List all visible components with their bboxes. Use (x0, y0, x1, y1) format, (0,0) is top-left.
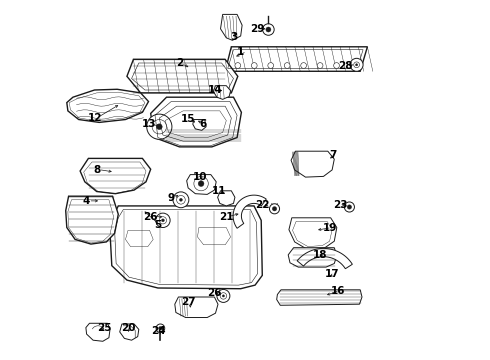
Polygon shape (289, 218, 337, 249)
Circle shape (251, 63, 257, 68)
Text: 3: 3 (230, 32, 237, 42)
Circle shape (263, 24, 274, 35)
Circle shape (334, 63, 340, 68)
Polygon shape (288, 248, 337, 267)
Circle shape (350, 63, 356, 68)
Text: 28: 28 (338, 61, 352, 71)
Polygon shape (225, 47, 368, 71)
Polygon shape (187, 175, 216, 194)
Circle shape (235, 63, 241, 68)
Polygon shape (175, 297, 218, 318)
Text: 6: 6 (199, 119, 206, 129)
Text: 21: 21 (219, 212, 234, 222)
Circle shape (350, 58, 363, 71)
Circle shape (198, 181, 204, 186)
Polygon shape (66, 196, 118, 244)
Circle shape (220, 293, 227, 299)
Circle shape (272, 207, 277, 211)
Text: 23: 23 (334, 200, 348, 210)
Polygon shape (67, 89, 148, 122)
Polygon shape (220, 14, 242, 40)
Polygon shape (86, 323, 110, 341)
Circle shape (317, 63, 323, 68)
Text: 11: 11 (212, 186, 226, 196)
Text: 26: 26 (207, 288, 222, 298)
Polygon shape (277, 290, 362, 305)
Circle shape (162, 219, 164, 222)
Text: 27: 27 (181, 297, 196, 307)
Text: 9: 9 (168, 193, 175, 203)
Circle shape (152, 120, 167, 134)
Polygon shape (291, 151, 334, 177)
Polygon shape (213, 86, 231, 99)
Text: 8: 8 (93, 165, 100, 175)
Circle shape (147, 114, 172, 139)
Circle shape (156, 124, 162, 130)
Circle shape (301, 63, 307, 68)
Circle shape (156, 213, 170, 228)
Circle shape (194, 176, 208, 191)
Circle shape (347, 205, 351, 209)
Circle shape (217, 289, 230, 302)
Text: 5: 5 (154, 220, 162, 230)
Circle shape (156, 324, 165, 333)
Circle shape (354, 62, 360, 68)
Circle shape (176, 195, 185, 204)
Text: 7: 7 (329, 150, 336, 160)
Circle shape (344, 202, 354, 212)
Circle shape (222, 295, 224, 297)
Circle shape (266, 27, 271, 32)
Text: 20: 20 (121, 323, 136, 333)
Polygon shape (127, 59, 238, 93)
Polygon shape (110, 206, 262, 289)
Polygon shape (120, 324, 139, 340)
Text: 22: 22 (255, 200, 270, 210)
Text: 18: 18 (313, 249, 327, 260)
Polygon shape (297, 248, 352, 269)
Polygon shape (80, 158, 151, 194)
Circle shape (268, 63, 273, 68)
Polygon shape (233, 195, 266, 228)
Text: 14: 14 (208, 85, 223, 95)
Text: 19: 19 (323, 222, 337, 233)
Circle shape (179, 198, 182, 201)
Text: 15: 15 (181, 114, 196, 124)
Text: 1: 1 (237, 47, 245, 57)
Text: 16: 16 (331, 285, 345, 296)
Text: 4: 4 (83, 195, 90, 206)
Text: 13: 13 (142, 119, 156, 129)
Text: 25: 25 (98, 323, 112, 333)
Circle shape (159, 217, 167, 224)
Circle shape (284, 63, 290, 68)
Text: 24: 24 (151, 326, 166, 336)
Text: 10: 10 (193, 172, 207, 182)
Circle shape (270, 204, 280, 214)
Text: 29: 29 (250, 24, 264, 34)
Polygon shape (151, 97, 242, 147)
Polygon shape (193, 120, 206, 130)
Text: 17: 17 (325, 269, 340, 279)
Circle shape (173, 192, 189, 208)
Text: 2: 2 (176, 58, 183, 68)
Text: 26: 26 (143, 212, 157, 222)
Polygon shape (218, 191, 235, 206)
Text: 12: 12 (88, 113, 102, 123)
Circle shape (159, 327, 162, 330)
Circle shape (356, 64, 358, 66)
